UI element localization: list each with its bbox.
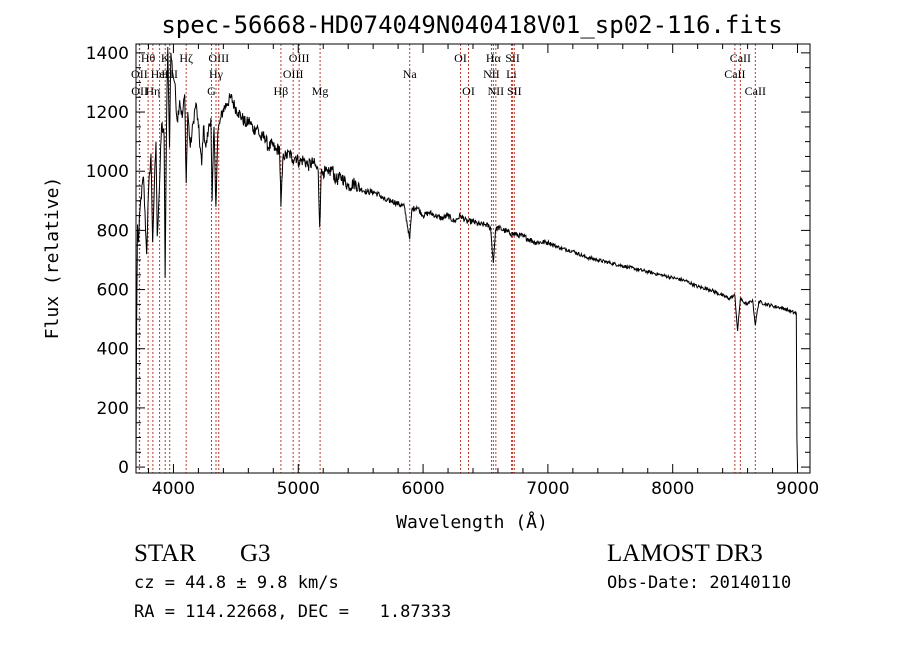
obs-date: Obs-Date: 20140110 bbox=[607, 573, 792, 593]
line-label-26: CaII bbox=[745, 84, 766, 98]
spectral-subclass: G3 bbox=[240, 540, 271, 567]
line-label-23: SII bbox=[507, 84, 522, 98]
redshift-text: cz = 44.8 ± 9.8 km/s bbox=[134, 573, 339, 593]
line-label-17: OI bbox=[462, 84, 475, 98]
line-label-4: HeI bbox=[151, 67, 169, 81]
line-label-20: NII bbox=[488, 84, 505, 98]
axis-ticks: 4000 5000 6000 7000 8000 9000 0 200 400 600 800 100… bbox=[86, 44, 819, 499]
emission-line-markers bbox=[138, 44, 756, 473]
line-label-24: CaII bbox=[730, 51, 751, 65]
line-label-12: OIII bbox=[283, 67, 304, 81]
y-tick-label-4: 800 bbox=[97, 221, 129, 241]
line-label-6: Hζ bbox=[179, 51, 193, 65]
line-label-25: CaII bbox=[724, 67, 745, 81]
x-tick-label-2: 6000 bbox=[401, 479, 444, 499]
x-axis-label: Wavelength (Å) bbox=[396, 511, 548, 533]
chart-title: spec-56668-HD074049N040418V01_sp02-116.f… bbox=[161, 11, 782, 39]
line-label-18: Hα bbox=[486, 51, 502, 65]
y-tick-label-2: 400 bbox=[97, 340, 129, 360]
line-label-1: OII bbox=[131, 67, 148, 81]
line-label-3: K bbox=[161, 51, 170, 65]
line-label-5: Hη bbox=[145, 84, 160, 98]
line-label-14: Mg bbox=[312, 84, 329, 98]
line-label-15: Na bbox=[403, 67, 418, 81]
y-tick-label-0: 0 bbox=[118, 458, 129, 478]
line-label-13: Hβ bbox=[274, 84, 289, 98]
coordinates-text: RA = 114.22668, DEC = 1.87333 bbox=[134, 602, 452, 622]
plot-frame bbox=[135, 43, 811, 474]
x-tick-label-3: 7000 bbox=[526, 479, 569, 499]
line-label-16: OI bbox=[454, 51, 467, 65]
line-label-10: G bbox=[207, 84, 216, 98]
y-tick-label-1: 200 bbox=[97, 399, 129, 419]
x-tick-label-5: 9000 bbox=[776, 479, 819, 499]
spectrum-line-0 bbox=[135, 46, 798, 468]
line-label-19: NII bbox=[483, 67, 500, 81]
line-label-2: OII bbox=[131, 84, 148, 98]
line-label-21: SII bbox=[505, 51, 520, 65]
line-label-8: OIII bbox=[208, 51, 229, 65]
x-tick-label-1: 5000 bbox=[277, 479, 320, 499]
line-label-11: OIII bbox=[289, 51, 310, 65]
x-tick-label-0: 4000 bbox=[152, 479, 195, 499]
line-label-9: Hγ bbox=[209, 67, 224, 81]
y-axis-label: Flux (relative) bbox=[42, 177, 63, 340]
object-class: STAR bbox=[134, 540, 196, 567]
line-label-0: Hθ bbox=[141, 51, 156, 65]
y-tick-label-7: 1400 bbox=[86, 44, 129, 64]
line-label-22: Li bbox=[506, 67, 517, 81]
survey-name: LAMOST DR3 bbox=[607, 540, 763, 567]
y-tick-label-3: 600 bbox=[97, 281, 129, 301]
spectrum-plot bbox=[135, 46, 798, 468]
y-tick-label-5: 1000 bbox=[86, 162, 129, 182]
line-label-7: HII bbox=[161, 67, 178, 81]
x-tick-label-4: 8000 bbox=[651, 479, 694, 499]
y-tick-label-6: 1200 bbox=[86, 103, 129, 123]
